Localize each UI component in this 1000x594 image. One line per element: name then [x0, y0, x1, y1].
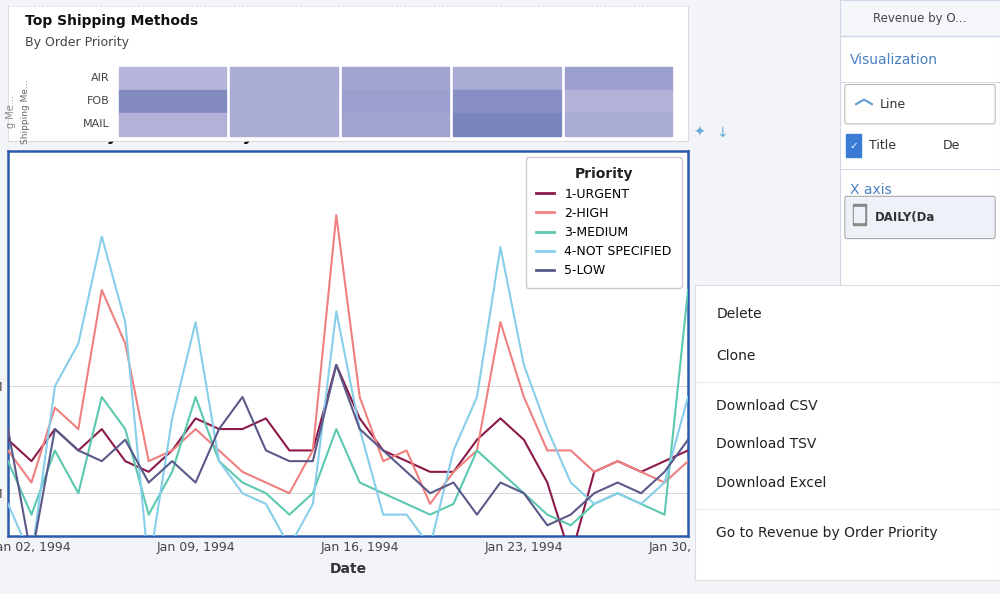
Text: Shipping Me...: Shipping Me... [20, 79, 30, 144]
Text: g Me...: g Me... [6, 95, 16, 128]
Text: Download TSV: Download TSV [716, 437, 817, 451]
Text: Download Excel: Download Excel [716, 476, 827, 489]
Text: ↓: ↓ [716, 126, 728, 140]
Text: MAIL: MAIL [83, 119, 110, 129]
Bar [854, 207, 864, 222]
Legend: 1-URGENT, 2-HIGH, 3-MEDIUM, 4-NOT SPECIFIED, 5-LOW: 1-URGENT, 2-HIGH, 3-MEDIUM, 4-NOT SPECIF… [526, 157, 682, 287]
Bar [453, 67, 561, 90]
Text: De: De [942, 139, 960, 152]
Text: Revenue by O...: Revenue by O... [873, 12, 967, 24]
Bar [846, 134, 861, 157]
Bar [119, 90, 226, 113]
Bar [119, 113, 226, 135]
Bar [453, 113, 561, 135]
Text: Download CSV: Download CSV [716, 399, 818, 413]
FancyBboxPatch shape [845, 196, 995, 239]
Text: Visualization: Visualization [850, 53, 938, 67]
Bar [565, 113, 672, 135]
Text: DAILY(Da: DAILY(Da [875, 211, 936, 224]
Text: Delete: Delete [716, 308, 762, 321]
Bar [453, 90, 561, 113]
Text: FOB: FOB [87, 96, 110, 106]
FancyBboxPatch shape [845, 84, 995, 124]
Text: Clone: Clone [716, 349, 756, 363]
Bar [342, 67, 449, 90]
Text: Revenue by Order Priority: Revenue by Order Priority [8, 126, 254, 144]
Text: By Order Priority: By Order Priority [25, 36, 129, 49]
Text: ✓: ✓ [849, 141, 858, 150]
Bar [920, 134, 934, 157]
Bar [119, 67, 226, 90]
Bar [840, 0, 1000, 36]
X-axis label: Date: Date [329, 562, 367, 576]
Text: Go to Revenue by Order Priority: Go to Revenue by Order Priority [716, 526, 938, 540]
Bar [342, 90, 449, 113]
Bar [342, 113, 449, 135]
Text: AIR: AIR [91, 73, 110, 83]
Text: Line: Line [880, 97, 906, 110]
Text: X axis: X axis [850, 184, 891, 197]
Bar [230, 113, 338, 135]
Bar [853, 204, 866, 225]
Bar [565, 90, 672, 113]
Bar [230, 90, 338, 113]
Text: ✦: ✦ [693, 126, 705, 140]
Text: Title: Title [869, 139, 896, 152]
Bar [230, 67, 338, 90]
Text: Top Shipping Methods: Top Shipping Methods [25, 14, 198, 28]
Bar [565, 67, 672, 90]
